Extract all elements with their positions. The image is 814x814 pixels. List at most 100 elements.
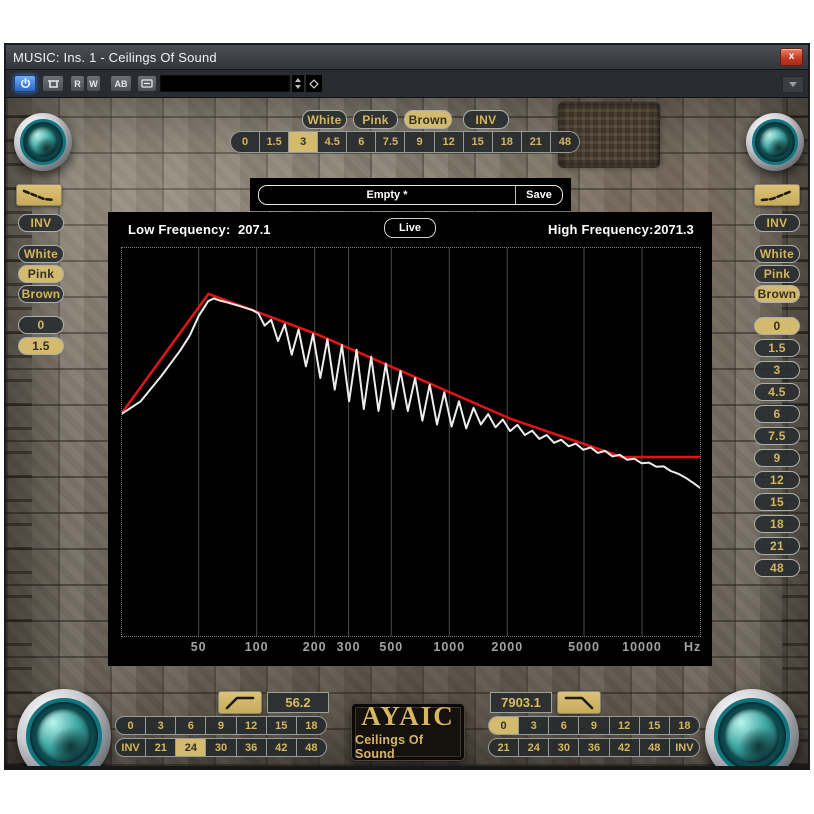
hp-invert-option[interactable]: INV <box>115 738 147 757</box>
left-slope-value-button[interactable]: 0 <box>18 316 64 334</box>
lp-slope-option-active[interactable]: 0 <box>488 716 520 735</box>
lp-slope-option[interactable]: 12 <box>608 716 640 735</box>
hp-slope-option[interactable]: 42 <box>265 738 297 757</box>
slope-option[interactable]: 9 <box>404 131 435 153</box>
axis-tick-label: 50 <box>190 640 207 654</box>
right-slope-value-button[interactable]: 9 <box>754 449 800 467</box>
live-button[interactable]: Live <box>384 218 436 238</box>
master-invert-button[interactable]: INV <box>463 110 509 129</box>
preset-menu-button[interactable] <box>137 75 157 92</box>
slope-option[interactable]: 12 <box>433 131 464 153</box>
right-slope-value-button[interactable]: 12 <box>754 471 800 489</box>
right-slope-value-button[interactable]: 1.5 <box>754 339 800 357</box>
hp-slope-option[interactable]: 15 <box>265 716 297 735</box>
lp-slope-option[interactable]: 21 <box>488 738 520 757</box>
right-tilt-button[interactable] <box>754 184 800 206</box>
low-frequency-value[interactable]: 207.1 <box>238 222 271 237</box>
hp-slope-option[interactable]: 36 <box>235 738 267 757</box>
plugin-gui: White Pink Brown INV 0 1.5 3 4.5 6 7.5 9… <box>6 98 808 766</box>
lp-slope-option[interactable]: 9 <box>578 716 610 735</box>
left-noise-pink-button[interactable]: Pink <box>18 265 64 283</box>
master-noise-pink-button[interactable]: Pink <box>353 110 398 129</box>
lp-slope-option[interactable]: 36 <box>578 738 610 757</box>
lp-slope-option[interactable]: 6 <box>548 716 580 735</box>
chevron-down-icon <box>789 82 797 87</box>
right-slope-value-column: 0 1.5 3 4.5 6 7.5 9 12 15 18 21 48 <box>754 317 800 577</box>
left-tilt-button[interactable] <box>16 184 62 206</box>
read-automation-button[interactable]: R <box>70 75 85 92</box>
lp-invert-option[interactable]: INV <box>668 738 700 757</box>
close-button[interactable]: x <box>780 48 803 66</box>
plugin-window: MUSIC: Ins. 1 - Ceilings Of Sound x R W … <box>4 43 810 770</box>
hp-slope-option[interactable]: 3 <box>145 716 177 735</box>
lp-slope-option[interactable]: 42 <box>608 738 640 757</box>
lp-slope-option[interactable]: 24 <box>518 738 550 757</box>
slope-option[interactable]: 21 <box>520 131 551 153</box>
preset-spinner[interactable] <box>292 75 304 92</box>
left-noise-white-button[interactable]: White <box>18 245 64 263</box>
slope-option[interactable]: 7.5 <box>375 131 406 153</box>
slope-option[interactable]: 4.5 <box>317 131 348 153</box>
right-noise-white-button[interactable]: White <box>754 245 800 263</box>
slope-option[interactable]: 18 <box>491 131 522 153</box>
preset-combo[interactable] <box>160 75 290 92</box>
left-invert-button[interactable]: INV <box>18 214 64 232</box>
slope-option[interactable]: 15 <box>462 131 493 153</box>
save-button[interactable]: Save <box>526 189 552 201</box>
hp-slope-option[interactable]: 9 <box>205 716 237 735</box>
hp-slope-option[interactable]: 30 <box>205 738 237 757</box>
preset-name-field[interactable]: Empty * <box>259 186 516 204</box>
tilt-slope-icon <box>760 189 794 202</box>
left-slope-value-button-active[interactable]: 1.5 <box>18 337 64 355</box>
lp-slope-option[interactable]: 18 <box>668 716 700 735</box>
brand-plaque: AYAIC Ceilings Of Sound <box>352 703 464 761</box>
hp-slope-option[interactable]: 21 <box>145 738 177 757</box>
lp-slope-option[interactable]: 48 <box>638 738 670 757</box>
right-noise-brown-button[interactable]: Brown <box>754 285 800 303</box>
slope-option[interactable]: 0 <box>230 131 261 153</box>
left-noise-brown-button[interactable]: Brown <box>18 285 64 303</box>
lowpass-filter-button[interactable] <box>557 691 601 714</box>
right-slope-value-button[interactable]: 21 <box>754 537 800 555</box>
high-frequency-value[interactable]: 2071.3 <box>654 222 694 237</box>
hp-slope-option[interactable]: 12 <box>235 716 267 735</box>
hp-slope-option[interactable]: 0 <box>115 716 147 735</box>
right-noise-pink-button[interactable]: Pink <box>754 265 800 283</box>
close-icon: x <box>788 51 795 62</box>
hp-slope-option[interactable]: 18 <box>295 716 327 735</box>
lp-slope-option[interactable]: 3 <box>518 716 550 735</box>
slope-option-active[interactable]: 3 <box>288 131 319 153</box>
right-slope-value-button[interactable]: 48 <box>754 559 800 577</box>
bypass-button[interactable] <box>42 75 64 92</box>
right-slope-value-button[interactable]: 4.5 <box>754 383 800 401</box>
right-slope-value-button-active[interactable]: 0 <box>754 317 800 335</box>
right-slope-value-button[interactable]: 18 <box>754 515 800 533</box>
master-noise-brown-button[interactable]: Brown <box>404 110 452 129</box>
preset-diamond-button[interactable] <box>306 75 322 92</box>
title-bar[interactable]: MUSIC: Ins. 1 - Ceilings Of Sound x <box>6 45 808 70</box>
right-slope-value-button[interactable]: 15 <box>754 493 800 511</box>
right-slope-value-button[interactable]: 6 <box>754 405 800 423</box>
lowpass-frequency-display[interactable]: 7903.1 <box>490 692 552 713</box>
highpass-filter-button[interactable] <box>218 691 262 714</box>
window-dropdown-button[interactable] <box>782 76 804 93</box>
ab-compare-button[interactable]: AB <box>110 75 132 92</box>
highpass-slope-icon <box>225 696 255 710</box>
hp-slope-option[interactable]: 6 <box>175 716 207 735</box>
lp-slope-option[interactable]: 30 <box>548 738 580 757</box>
low-frequency-label: Low Frequency: <box>128 222 231 237</box>
right-slope-value-button[interactable]: 7.5 <box>754 427 800 445</box>
write-automation-button[interactable]: W <box>86 75 101 92</box>
master-noise-white-button[interactable]: White <box>302 110 347 129</box>
spectrum-plot[interactable] <box>121 247 701 637</box>
slope-option[interactable]: 48 <box>549 131 580 153</box>
lp-slope-option[interactable]: 15 <box>638 716 670 735</box>
slope-option[interactable]: 1.5 <box>259 131 290 153</box>
highpass-frequency-display[interactable]: 56.2 <box>267 692 329 713</box>
hp-slope-option-active[interactable]: 24 <box>175 738 207 757</box>
power-button[interactable] <box>14 75 36 92</box>
slope-option[interactable]: 6 <box>346 131 377 153</box>
right-invert-button[interactable]: INV <box>754 214 800 232</box>
hp-slope-option[interactable]: 48 <box>295 738 327 757</box>
right-slope-value-button[interactable]: 3 <box>754 361 800 379</box>
